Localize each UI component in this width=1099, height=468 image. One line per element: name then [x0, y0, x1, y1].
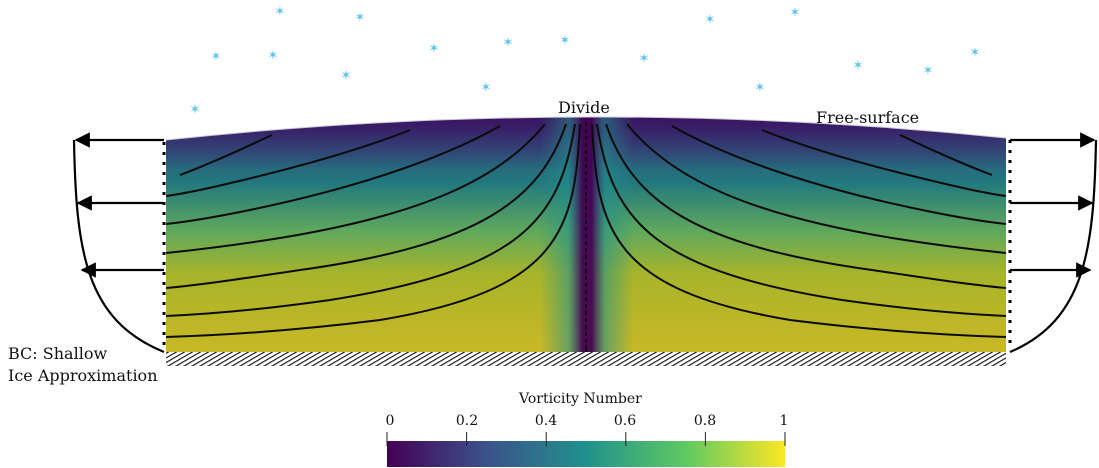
colorbar-title: Vorticity Number — [519, 391, 642, 407]
ice-body — [166, 116, 1006, 352]
colorbar-tick-label: 0 — [385, 413, 395, 429]
colorbar-tick-label: 1 — [779, 413, 789, 429]
snowflake-icon: ✶ — [341, 69, 352, 84]
snowflake-icon: ✶ — [429, 42, 440, 57]
snowfall: ✶ ✶ ✶ ✶ ✶ ✶ ✶ ✶ ✶ ✶ ✶ ✶ ✶ ✶ ✶ ✶ ✶ — [190, 5, 981, 118]
snowflake-icon: ✶ — [639, 52, 650, 67]
snowflake-icon: ✶ — [970, 46, 981, 61]
free-surface-label: Free-surface — [816, 108, 920, 127]
flow-lines — [166, 122, 1006, 352]
free-surface-line — [165, 116, 1007, 141]
snowflake-icon: ✶ — [853, 59, 864, 74]
bc-label: BC: Shallow Ice Approximation — [8, 344, 158, 385]
colorbar-ticks — [386, 432, 786, 446]
right-sia-profile — [1009, 132, 1098, 354]
divide-label: Divide — [558, 98, 610, 117]
snowflake-icon: ✶ — [560, 34, 571, 49]
left-sia-profile — [72, 132, 165, 354]
snowflake-icon: ✶ — [503, 36, 514, 51]
bedrock-hatch — [166, 352, 1006, 366]
colorbar-gradient — [387, 441, 785, 467]
snowflake-icon: ✶ — [755, 81, 766, 96]
snowflake-icon: ✶ — [790, 6, 801, 21]
colorbar-tick-label: 0.2 — [455, 413, 479, 429]
snowflake-icon: ✶ — [190, 103, 201, 118]
snowflake-icon: ✶ — [481, 81, 492, 96]
snowflake-icon: ✶ — [275, 5, 286, 20]
snowflake-icon: ✶ — [268, 49, 279, 64]
snowflake-icon: ✶ — [355, 11, 366, 26]
snowflake-icon: ✶ — [923, 64, 934, 79]
snowflake-icon: ✶ — [211, 50, 222, 65]
colorbar-tick-label: 0.4 — [534, 413, 558, 429]
snowflake-icon: ✶ — [705, 13, 716, 28]
colorbar-tick-label: 0.6 — [613, 413, 637, 429]
colorbar-tick-label: 0.8 — [693, 413, 717, 429]
